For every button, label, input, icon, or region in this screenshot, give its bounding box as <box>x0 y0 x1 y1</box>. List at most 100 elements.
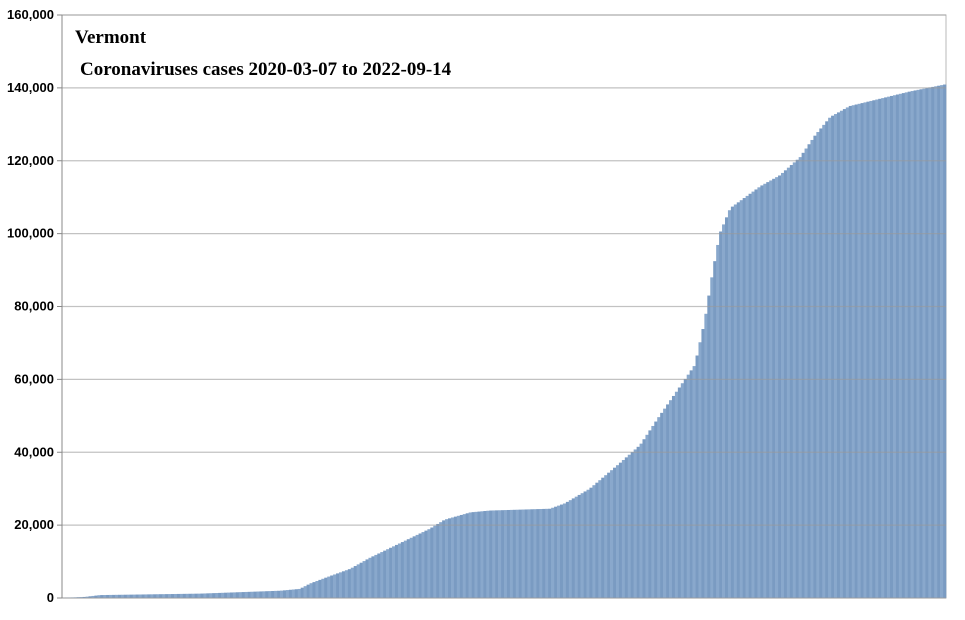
bar <box>554 506 558 598</box>
bar <box>760 185 764 598</box>
bar <box>834 114 838 598</box>
bar <box>701 329 705 598</box>
y-tick-label: 20,000 <box>14 517 54 532</box>
bar <box>135 594 139 598</box>
bar <box>445 519 449 598</box>
bar <box>527 509 531 598</box>
bar <box>828 117 832 599</box>
bar <box>424 530 428 598</box>
bar <box>456 515 461 598</box>
bar <box>854 104 858 599</box>
bar <box>179 593 184 598</box>
bar <box>895 94 900 599</box>
bar <box>268 591 272 598</box>
bar <box>430 527 434 598</box>
bar <box>409 537 413 598</box>
bar <box>772 178 776 599</box>
bar <box>863 102 867 598</box>
bar <box>206 593 210 598</box>
bar <box>822 124 826 598</box>
bar <box>501 510 505 598</box>
bar <box>88 596 92 598</box>
bar <box>595 482 599 598</box>
bar <box>660 412 664 598</box>
bar <box>892 95 897 598</box>
bar <box>825 121 829 598</box>
bar <box>719 231 723 598</box>
bar <box>533 509 537 598</box>
bar <box>601 477 605 598</box>
bar <box>736 202 741 598</box>
bar <box>197 593 201 598</box>
bar <box>727 210 732 599</box>
chart-subtitle: Coronaviruses cases 2020-03-07 to 2022-0… <box>80 59 452 80</box>
bar <box>725 217 729 598</box>
bar <box>141 594 145 598</box>
bar <box>627 454 632 598</box>
bar <box>669 400 673 598</box>
bar <box>775 177 779 598</box>
bar <box>515 509 520 598</box>
bar <box>262 591 266 598</box>
bar <box>615 465 620 598</box>
bar <box>97 595 101 598</box>
bar <box>504 510 508 598</box>
bar <box>283 590 287 598</box>
bar <box>610 470 614 598</box>
bar <box>671 395 676 598</box>
bar <box>798 157 802 599</box>
bar <box>129 594 134 598</box>
bar <box>686 374 690 598</box>
bar <box>754 189 758 598</box>
bar <box>925 88 929 598</box>
bar <box>586 489 590 598</box>
bar <box>624 457 629 598</box>
bar <box>748 193 752 598</box>
bar <box>819 128 823 598</box>
bar <box>162 594 166 598</box>
gridlines <box>62 14 946 599</box>
bar <box>872 100 876 599</box>
bar <box>763 183 767 598</box>
bar <box>592 485 596 598</box>
bar <box>462 514 466 598</box>
bar <box>521 509 525 598</box>
bar <box>333 574 337 598</box>
bar <box>607 472 611 598</box>
bar <box>229 592 234 598</box>
bar <box>943 84 947 598</box>
bar <box>244 591 248 598</box>
bar <box>621 460 626 598</box>
bar <box>115 594 119 598</box>
bar <box>168 594 172 598</box>
bar <box>459 514 464 598</box>
bar <box>839 110 844 598</box>
bar <box>285 590 290 598</box>
bar <box>306 584 310 598</box>
bar <box>274 590 278 598</box>
bar <box>176 593 181 598</box>
bar <box>253 591 257 598</box>
bar <box>792 162 797 598</box>
bar <box>344 570 349 598</box>
bar <box>300 587 304 598</box>
bar <box>580 493 584 598</box>
bar <box>489 510 493 598</box>
bar <box>350 567 355 598</box>
bar <box>474 511 478 598</box>
bar <box>403 540 408 598</box>
bar <box>109 594 113 598</box>
y-axis: 0 20,000 40,000 60,000 80,000 100,000 120,000 1… <box>7 7 63 605</box>
bar <box>468 512 472 598</box>
bar <box>380 552 384 598</box>
bar <box>934 86 938 599</box>
bar <box>120 594 125 598</box>
bar <box>338 572 343 598</box>
bar <box>433 525 437 598</box>
bar <box>91 595 95 598</box>
bar <box>147 594 151 598</box>
bar <box>397 543 402 598</box>
y-tick-label: 0 <box>47 590 54 605</box>
bar <box>471 512 475 598</box>
bar <box>907 91 911 598</box>
